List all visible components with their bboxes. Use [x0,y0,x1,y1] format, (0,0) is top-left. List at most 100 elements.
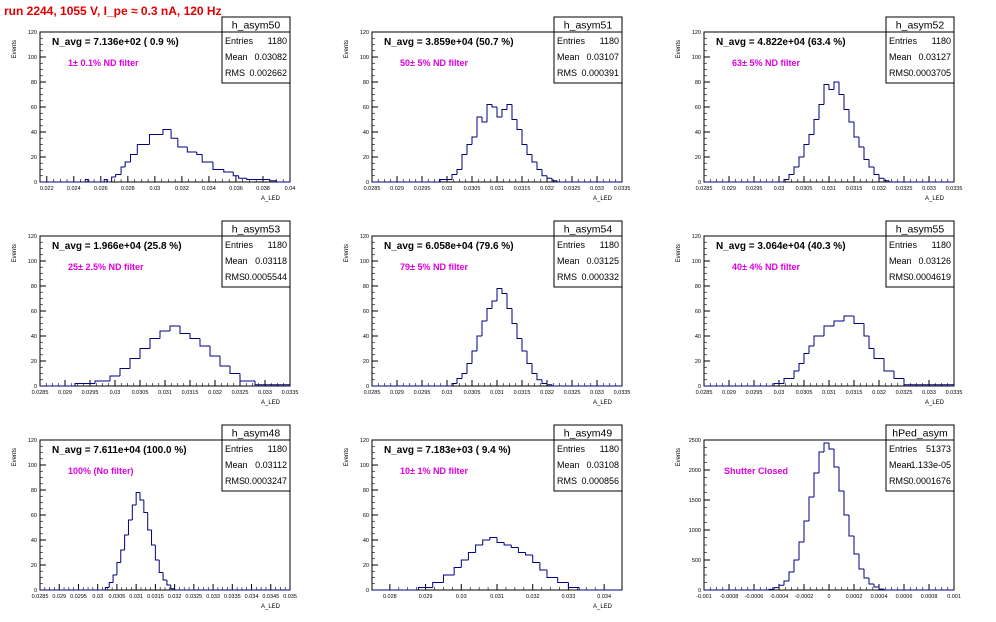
stats-mean-value: 0.03118 [255,256,287,266]
y-tick-label: 20 [31,563,37,569]
y-tick-label: 20 [695,155,701,161]
histogram-bin [451,174,457,180]
histogram-bin [151,530,156,546]
x-tick-label: 0 [827,594,830,600]
histogram-bin [486,104,492,122]
y-axis-label: Events [12,448,18,466]
histogram-bin [808,345,814,354]
histogram-bin [878,174,884,179]
histogram-bin [177,138,188,148]
histogram-bin [139,492,144,501]
histogram-name: h_asym49 [564,428,613,440]
x-tick-label: 0.0315 [514,186,531,192]
y-tick-label: 0 [698,180,701,186]
stats-rms-value: 0.000332 [581,272,619,282]
histogram-bin [531,363,537,374]
y-tick-label: 60 [363,309,369,315]
x-tick-label: -0.0008 [720,594,739,600]
stats-rms-label: RMS [557,68,577,78]
y-tick-label: 80 [363,80,369,86]
stats-entries-value: 1180 [268,444,287,454]
page-title: run 2244, 1055 V, I_pe ≈ 0.3 nA, 120 Hz [4,4,222,18]
x-tick-label: 0.03 [442,390,453,396]
y-tick-label: 0 [366,588,369,594]
histogram-bin [496,107,502,118]
histogram-bin [833,320,844,326]
x-tick-label: -0.001 [696,594,712,600]
x-tick-label: 0.0305 [464,390,481,396]
histogram-bin [456,169,462,175]
histogram-bin [120,166,126,175]
stats-box [221,220,291,288]
histogram-bin [768,588,774,590]
x-tick-label: 0.0295 [70,594,87,600]
histogram-bin [858,554,864,570]
x-tick-label: 0.0335 [282,390,299,396]
x-tick-label: 0.034 [597,594,611,600]
histogram-bin [135,492,140,505]
stats-box [221,16,291,84]
n-avg-label: N_avg = 1.966e+04 (25.8 %) [52,241,182,252]
histogram-bin [482,539,490,545]
x-tick-label: 0.0315 [514,390,531,396]
histogram-bin [868,336,874,349]
histogram-bin [170,129,178,139]
histogram-bin [129,358,140,369]
x-tick-label: 0.0295 [746,390,763,396]
x-tick-label: 0.0305 [464,186,481,192]
y-tick-label: 0 [698,384,701,390]
histogram-bin [158,560,164,573]
y-tick-label: 120 [28,438,37,444]
histogram-bin [104,587,110,590]
histogram-bin [94,380,110,384]
histogram-bin [578,587,622,591]
stats-entries-value: 1180 [932,36,951,46]
histogram-bin [209,346,220,357]
histogram-bin [863,323,869,337]
histogram-bin [511,308,517,324]
histogram-bin [127,519,133,535]
stats-rms-value: 0.0001676 [908,476,951,486]
histogram-bin [567,582,580,588]
y-tick-label: 60 [695,105,701,111]
x-tick-label: 0.029 [390,390,404,396]
x-axis-label: A_LED [261,196,281,202]
histogram-bin [461,154,467,170]
y-tick-label: 40 [363,538,369,544]
x-tick-label: 0.0295 [414,186,431,192]
y-axis-label: Events [676,244,682,262]
x-tick-label: 0.0285 [364,186,381,192]
y-tick-label: 40 [363,334,369,340]
x-tick-label: 0.0335 [614,390,631,396]
histogram-bin [120,549,125,563]
histogram-bin [453,567,462,575]
histogram-bin [546,175,552,179]
histogram-bin [823,84,829,105]
stats-box [885,424,955,492]
histogram-bin [466,144,472,155]
x-axis-label: A_LED [593,400,613,406]
histogram-bin [84,179,89,182]
x-tick-label: 0.022 [40,186,54,192]
histogram-bin [798,156,804,167]
histogram-bin [162,572,167,581]
stats-entries-label: Entries [225,240,254,250]
y-tick-label: 20 [363,563,369,569]
histogram-bin [838,82,844,95]
x-tick-label: 0.001 [947,594,961,600]
histogram-bin [232,172,239,177]
x-tick-label: 0.0305 [796,390,813,396]
x-tick-label: 0.0006 [896,594,913,600]
histogram-bin [833,81,839,90]
histogram-bin [868,159,874,168]
stats-mean-label: Mean [889,52,912,62]
histogram-bin [143,500,148,513]
histogram-bin [557,577,569,583]
x-tick-label: -0.0002 [795,594,814,600]
stats-entries-label: Entries [225,444,254,454]
x-tick-label: 0.026 [94,186,108,192]
stats-entries-value: 1180 [268,36,287,46]
y-tick-label: 100 [28,55,37,61]
stats-mean-label: Mean [557,460,580,470]
histogram-bin [481,117,487,123]
